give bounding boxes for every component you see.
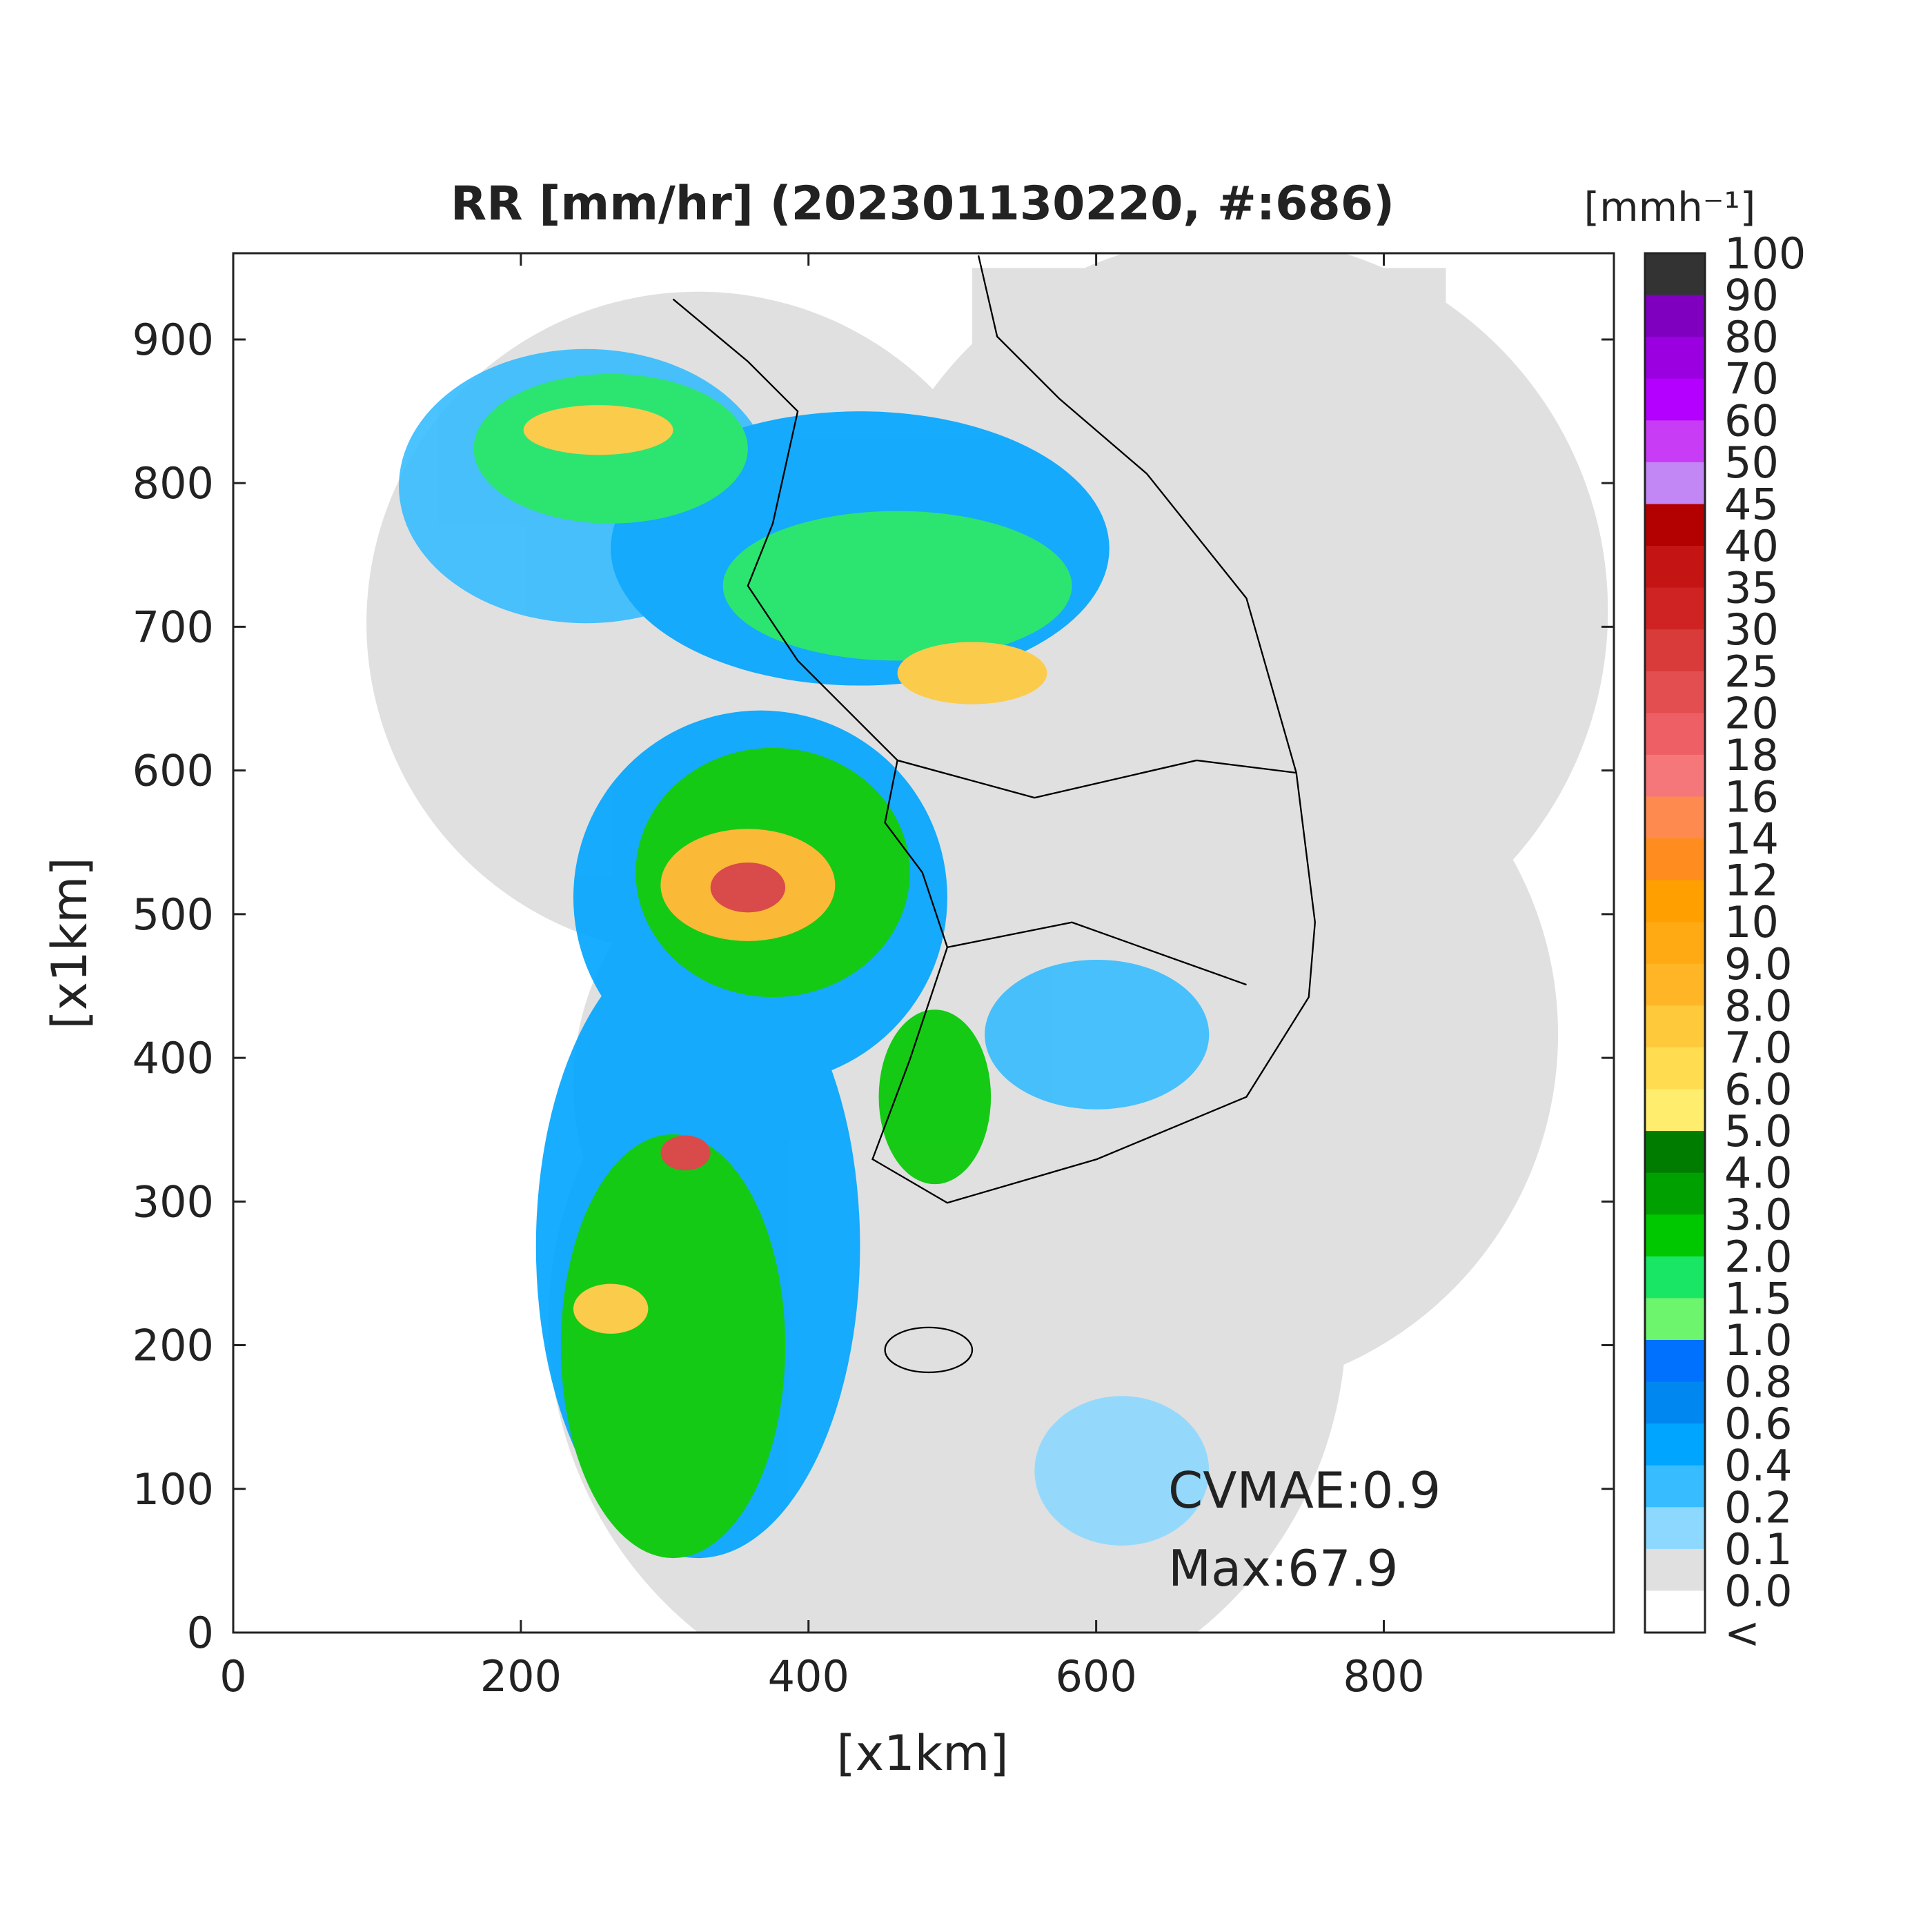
y-tick-label: 300 <box>132 1176 214 1227</box>
colorbar-label: 0.4 <box>1724 1441 1793 1491</box>
colorbar-frame <box>1644 252 1706 1634</box>
colorbar-label: 45 <box>1724 479 1779 529</box>
y-tick-label: 800 <box>132 458 214 509</box>
colorbar-label: 12 <box>1724 856 1779 906</box>
colorbar-label: < <box>1724 1608 1760 1658</box>
colorbar-label: 25 <box>1724 647 1779 697</box>
colorbar-label: 9.0 <box>1724 939 1793 989</box>
colorbar-label: 14 <box>1724 814 1779 864</box>
colorbar-label: 70 <box>1724 354 1779 404</box>
colorbar-box <box>1645 754 1705 797</box>
rain-field <box>399 348 1210 1559</box>
colorbar-box <box>1645 1465 1705 1508</box>
colorbar-label: 30 <box>1724 604 1779 655</box>
colorbar-box <box>1645 629 1705 672</box>
y-tick-label: 700 <box>132 602 214 652</box>
x-tick-label: 800 <box>1343 1651 1424 1702</box>
colorbar-box <box>1645 546 1705 589</box>
colorbar-box <box>1645 1298 1705 1341</box>
plot-frame <box>232 252 1615 1634</box>
colorbar-label: 5.0 <box>1724 1106 1793 1156</box>
colorbar-label: 16 <box>1724 771 1779 822</box>
colorbar-box <box>1645 1507 1705 1550</box>
y-tick-label: 900 <box>132 315 214 365</box>
colorbar-label: 0.8 <box>1724 1357 1793 1408</box>
colorbar-label: 6.0 <box>1724 1065 1793 1115</box>
colorbar-label: 10 <box>1724 897 1779 947</box>
colorbar-box <box>1645 963 1705 1006</box>
colorbar-box <box>1645 1339 1705 1383</box>
colorbar-title: [mmh⁻¹] <box>1584 184 1756 230</box>
colorbar-box <box>1645 253 1705 296</box>
colorbar-box <box>1645 462 1705 504</box>
x-tick-label: 0 <box>219 1651 246 1702</box>
colorbar-box <box>1645 420 1705 463</box>
colorbar-label: 7.0 <box>1724 1023 1793 1073</box>
colorbar-label: 60 <box>1724 395 1779 446</box>
colorbar-box <box>1645 337 1705 379</box>
colorbar-label: 50 <box>1724 437 1779 488</box>
colorbar-label: 0.6 <box>1724 1399 1793 1449</box>
colorbar-label: 0.0 <box>1724 1566 1793 1616</box>
colorbar-label: 0.1 <box>1724 1524 1793 1575</box>
colorbar-box <box>1645 713 1705 756</box>
y-tick-label: 500 <box>132 889 214 940</box>
colorbar-label: 1.5 <box>1724 1273 1793 1323</box>
colorbar-box <box>1645 1256 1705 1299</box>
coastline <box>672 255 1316 1374</box>
colorbar-label: 40 <box>1724 521 1779 571</box>
colorbar-box <box>1645 1590 1705 1633</box>
colorbar-box <box>1645 1131 1705 1174</box>
colorbar-box <box>1645 1089 1705 1132</box>
colorbar-label: 90 <box>1724 270 1779 321</box>
colorbar-box <box>1645 1047 1705 1090</box>
x-tick-label: 600 <box>1055 1651 1136 1702</box>
y-tick-label: 400 <box>132 1033 214 1083</box>
colorbar-label: 20 <box>1724 688 1779 738</box>
x-tick-label: 200 <box>480 1651 562 1702</box>
y-tick-label: 100 <box>132 1464 214 1515</box>
y-axis-label: [x1km] <box>41 857 98 1029</box>
colorbar-box <box>1645 1423 1705 1466</box>
colorbar-box <box>1645 587 1705 630</box>
x-tick-label: 400 <box>768 1651 849 1702</box>
colorbar-box <box>1645 1214 1705 1257</box>
colorbar-label: 8.0 <box>1724 980 1793 1031</box>
colorbar-label: 4.0 <box>1724 1148 1793 1199</box>
colorbar-label: 35 <box>1724 563 1779 613</box>
colorbar-box <box>1645 1381 1705 1424</box>
colorbar-box <box>1645 1005 1705 1048</box>
colorbar-box <box>1645 504 1705 546</box>
colorbar-box <box>1645 838 1705 881</box>
annotation: CVMAE:0.9 <box>1168 1461 1441 1519</box>
colorbar-box <box>1645 796 1705 839</box>
colorbar-label: 1.0 <box>1724 1315 1793 1366</box>
colorbar-label: 0.2 <box>1724 1482 1793 1532</box>
colorbar-label: 80 <box>1724 312 1779 362</box>
colorbar-label: 3.0 <box>1724 1190 1793 1240</box>
colorbar-label: 2.0 <box>1724 1232 1793 1282</box>
colorbar-box <box>1645 880 1705 923</box>
y-tick-label: 0 <box>187 1608 214 1658</box>
y-tick-label: 200 <box>132 1321 214 1371</box>
colorbar-box <box>1645 671 1705 713</box>
colorbar-box <box>1645 1548 1705 1591</box>
colorbar-box <box>1645 295 1705 337</box>
x-axis-label: [x1km] <box>836 1725 1008 1782</box>
chart-title: RR [mm/hr] (202301130220, #:686) <box>451 177 1394 231</box>
colorbar-label: 100 <box>1724 228 1806 279</box>
colorbar-box <box>1645 1172 1705 1215</box>
annotation: Max:67.9 <box>1168 1539 1398 1597</box>
colorbar-label: 18 <box>1724 730 1779 780</box>
colorbar-box <box>1645 378 1705 421</box>
y-tick-label: 600 <box>132 746 214 796</box>
colorbar-box <box>1645 922 1705 965</box>
radar-map <box>366 253 1608 1633</box>
